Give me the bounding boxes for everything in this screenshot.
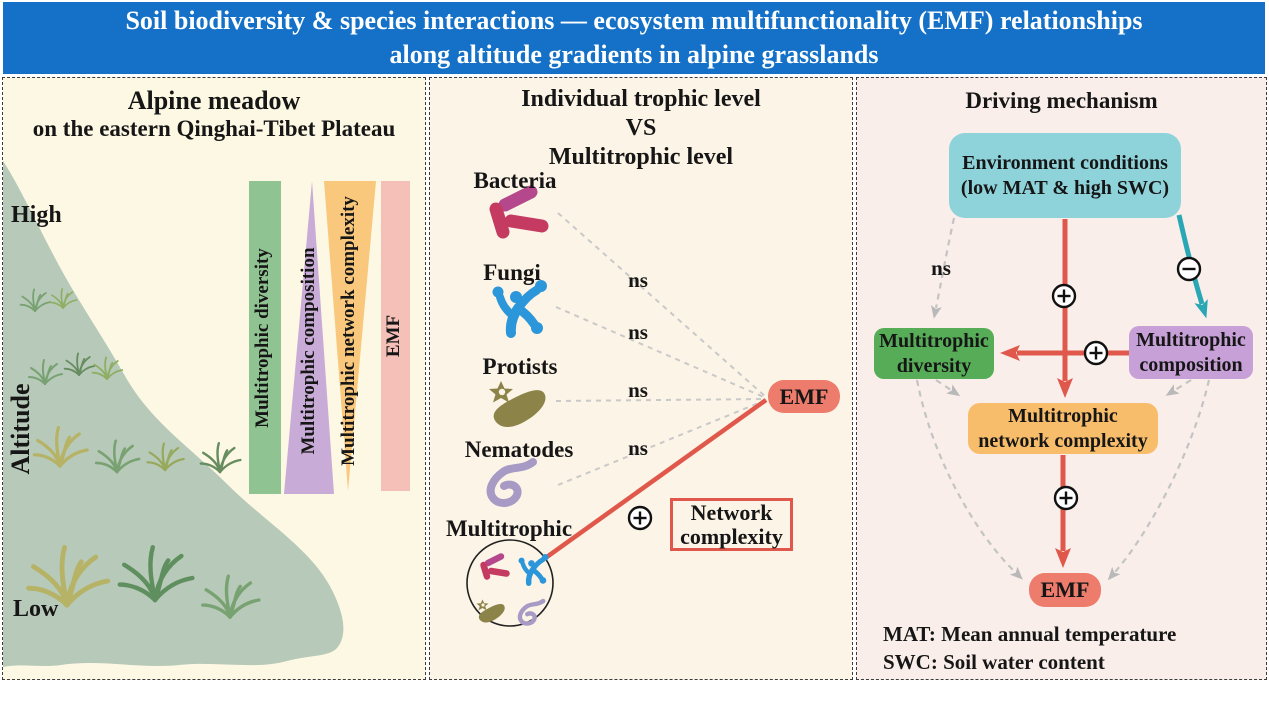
left-panel-alpine-meadow: Alpine meadow on the eastern Qinghai-Tib… xyxy=(2,77,426,680)
ns-label-fungi: ns xyxy=(628,320,648,344)
emf-box-right: EMF xyxy=(1029,573,1101,607)
label-protists: Protists xyxy=(482,354,558,379)
bar-multitrophic-diversity xyxy=(249,181,281,494)
bar-label-emf: EMF xyxy=(383,314,404,358)
plus-circle-icon xyxy=(1053,485,1079,511)
network-complexity-line1: Network xyxy=(690,499,773,525)
mat-note: MAT: Mean annual temperature xyxy=(883,622,1177,646)
multitrophic-network-complexity-box: Multitrophic network complexity xyxy=(968,403,1158,454)
right-panel-title: Driving mechanism xyxy=(965,88,1158,113)
multitrophic-diversity-box: Multitrophic diversity xyxy=(874,328,994,379)
connector-fungi-emf xyxy=(555,306,767,399)
ns-label-nematodes: ns xyxy=(628,436,648,460)
composition-line1: Multitrophic xyxy=(1136,328,1246,351)
right-panel-driving-mechanism: Driving mechanism Environment conditions… xyxy=(856,77,1267,680)
swc-note: SWC: Soil water content xyxy=(883,650,1105,674)
banner-title-line2: along altitude gradients in alpine grass… xyxy=(389,40,879,69)
label-bacteria: Bacteria xyxy=(473,168,557,193)
connector-bacteria-emf xyxy=(557,212,767,398)
diversity-to-network-arrow xyxy=(935,379,961,397)
network-line1: Multitrophic xyxy=(1008,404,1118,427)
network-line2: network complexity xyxy=(978,429,1148,452)
bar-multitrophic-composition xyxy=(284,181,334,494)
plus-circle-icon xyxy=(1083,340,1109,366)
bar-multitrophic-network-complexity xyxy=(324,181,376,491)
label-nematodes: Nematodes xyxy=(464,437,574,462)
connector-nematodes-emf xyxy=(557,399,767,486)
altitude-axis-label: Altitude xyxy=(6,383,35,475)
multitrophic-composition-box: Multitrophic composition xyxy=(1129,326,1253,379)
gradient-bars xyxy=(249,181,410,494)
multitrophic-circle-icon xyxy=(466,539,554,627)
connector-protists-emf xyxy=(555,398,767,402)
label-multitrophic: Multitrophic xyxy=(445,516,573,541)
middle-title-line3: Multitrophic level xyxy=(548,144,734,170)
fungi-icon xyxy=(493,280,548,334)
composition-line2: composition xyxy=(1139,353,1243,376)
nematodes-icon xyxy=(491,462,533,503)
composition-to-emf-arrow xyxy=(1107,379,1211,581)
bar-label-multitrophic-network-complexity: Multitrophic network complexity xyxy=(338,196,359,466)
ns-label-protists: ns xyxy=(628,378,648,402)
ns-label-bacteria: ns xyxy=(628,268,648,292)
emf-box-middle: EMF xyxy=(768,380,840,413)
diversity-line2: diversity xyxy=(896,354,972,377)
bar-label-multitrophic-diversity: Multitrophic diversity xyxy=(252,248,273,428)
connector-multitrophic-emf xyxy=(542,398,768,561)
middle-title-line2: VS xyxy=(625,115,657,141)
ns-label-env-diversity: ns xyxy=(931,256,951,280)
label-fungi: Fungi xyxy=(483,260,541,285)
env-conditions-box: Environment conditions (low MAT & high S… xyxy=(949,133,1181,218)
env-conditions-line2: (low MAT & high SWC) xyxy=(960,176,1170,199)
altitude-low-label: Low xyxy=(13,596,59,622)
left-panel-title-line2: on the eastern Qinghai-Tibet Plateau xyxy=(32,116,396,141)
network-complexity-line2: complexity xyxy=(680,523,783,549)
trophic-connections-graphic xyxy=(466,78,768,627)
minus-circle-icon xyxy=(1176,256,1202,282)
plus-circle-icon xyxy=(1051,283,1077,309)
middle-panel-trophic-comparison: Individual trophic level VS Multitrophic… xyxy=(429,77,853,680)
alpine-meadow-illustration xyxy=(3,161,410,667)
bar-label-multitrophic-composition: Multitrophic composition xyxy=(298,247,319,455)
ns-connectors xyxy=(555,212,767,486)
altitude-high-label: High xyxy=(11,202,62,228)
driving-mechanism-arrows xyxy=(915,214,1211,581)
plus-circle-icon xyxy=(627,505,653,531)
protists-icon xyxy=(489,381,546,427)
figure-title-banner: Soil biodiversity & species interactions… xyxy=(3,2,1265,74)
banner-title-line1: Soil biodiversity & species interactions… xyxy=(125,6,1143,35)
left-panel-title-line1: Alpine meadow xyxy=(127,86,301,115)
env-to-diversity-arrow-ns xyxy=(930,217,956,319)
bacteria-icon xyxy=(496,192,542,232)
env-conditions-line1: Environment conditions xyxy=(962,151,1168,174)
diversity-line1: Multitrophic xyxy=(879,329,989,352)
network-complexity-box: Network complexity xyxy=(670,498,793,551)
middle-title-line1: Individual trophic level xyxy=(521,86,761,112)
dashed-paths xyxy=(915,217,1211,581)
bar-emf xyxy=(381,181,410,491)
composition-to-network-arrow xyxy=(1165,379,1192,396)
mountain-slope xyxy=(3,161,344,667)
